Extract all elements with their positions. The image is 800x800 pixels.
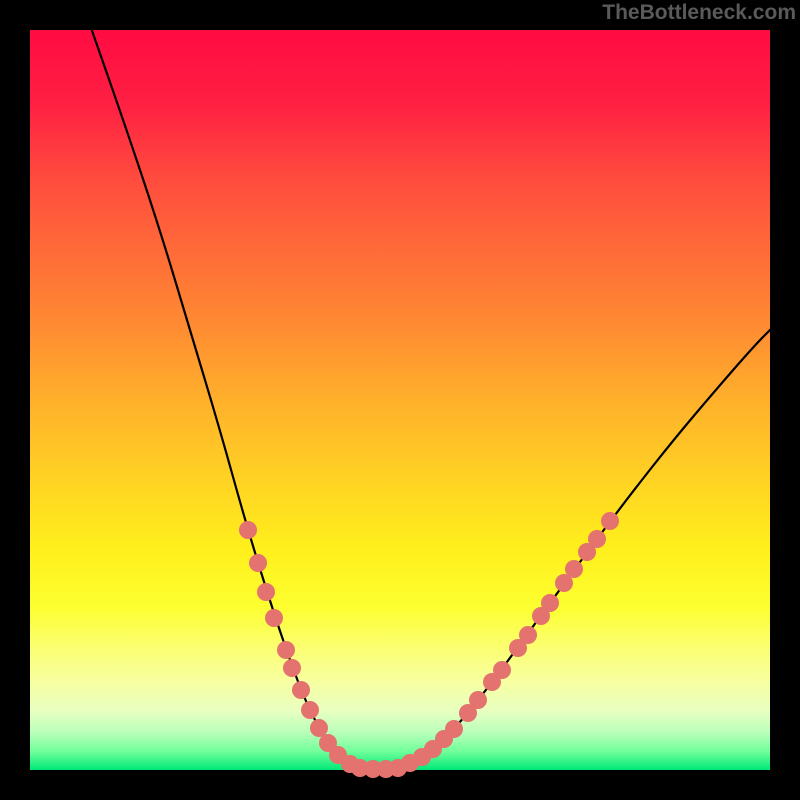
data-marker <box>283 659 301 677</box>
valley-curve <box>90 25 772 769</box>
data-marker <box>469 691 487 709</box>
data-marker <box>249 554 267 572</box>
data-marker <box>493 661 511 679</box>
data-marker <box>588 530 606 548</box>
data-marker <box>265 609 283 627</box>
marker-group <box>239 512 619 778</box>
data-marker <box>310 719 328 737</box>
curve-layer <box>30 30 770 770</box>
data-marker <box>301 701 319 719</box>
chart-container: TheBottleneck.com <box>0 0 800 800</box>
data-marker <box>292 681 310 699</box>
data-marker <box>257 583 275 601</box>
data-marker <box>519 626 537 644</box>
data-marker <box>445 720 463 738</box>
plot-area <box>30 30 770 770</box>
data-marker <box>601 512 619 530</box>
data-marker <box>239 521 257 539</box>
data-marker <box>541 594 559 612</box>
data-marker <box>277 641 295 659</box>
data-marker <box>565 560 583 578</box>
watermark-text: TheBottleneck.com <box>602 1 796 25</box>
